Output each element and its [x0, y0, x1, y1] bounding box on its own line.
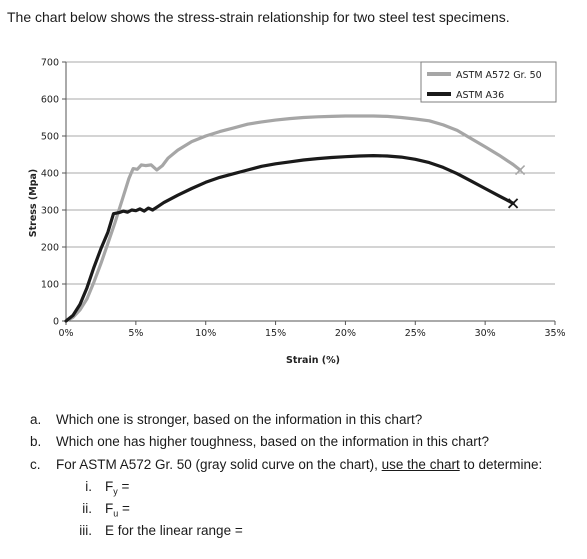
- y-tick-label: 200: [41, 243, 59, 254]
- end-marker-1: [507, 198, 519, 209]
- legend: ASTM A572 Gr. 50 ASTM A36: [420, 61, 557, 103]
- x-tick-label: 30%: [475, 328, 496, 339]
- series-line-1: [64, 154, 515, 323]
- y-tick-label: 100: [41, 280, 59, 291]
- axes: [62, 61, 556, 325]
- subitem-number: i.: [85, 479, 92, 494]
- subitem-number: iii.: [79, 523, 92, 538]
- question-text: Which one has higher toughness, based on…: [56, 434, 490, 449]
- subitem-number: ii.: [82, 501, 92, 516]
- stress-strain-chart: 0 100 200 300 400 500 600 700 0% 5% 10% 15% 20% 25% 3…: [28, 58, 566, 367]
- use-the-chart-link: use the chart: [381, 457, 460, 472]
- y-tick-label: 700: [41, 58, 59, 69]
- x-tick-label: 35%: [544, 328, 565, 339]
- x-tick-label: 20%: [335, 328, 356, 339]
- x-tick-label: 10%: [195, 328, 216, 339]
- legend-label-a36: ASTM A36: [456, 90, 504, 101]
- question-text: For ASTM A572 Gr. 50 (gray solid curve o…: [56, 457, 543, 472]
- y-tick-labels: 0 100 200 300 400 500 600 700: [41, 58, 59, 328]
- y-tick-label: 300: [41, 206, 59, 217]
- question-text: Which one is stronger, based on the info…: [56, 412, 423, 427]
- subitem-text: E for the linear range =: [105, 523, 243, 538]
- y-tick-label: 600: [41, 95, 59, 106]
- end-marker-0: [515, 165, 526, 176]
- question-letter: b.: [30, 434, 42, 449]
- legend-label-a572: ASTM A572 Gr. 50: [456, 70, 542, 81]
- x-tick-label: 25%: [405, 328, 426, 339]
- question-letter: c.: [30, 457, 41, 472]
- x-tick-label: 0%: [58, 328, 73, 339]
- series-line-0: [64, 114, 522, 323]
- subitem-text: Fu =: [105, 501, 130, 519]
- intro-text: The chart below shows the stress-strain …: [7, 9, 510, 25]
- x-tick-label: 5%: [128, 328, 143, 339]
- y-tick-label: 500: [41, 132, 59, 143]
- series-lines: [64, 114, 526, 323]
- subitem-text: Fy =: [105, 479, 130, 497]
- y-tick-label: 0: [53, 317, 59, 328]
- x-tick-label: 15%: [265, 328, 286, 339]
- y-axis-title: Stress (Mpa): [28, 169, 39, 237]
- y-tick-label: 400: [41, 169, 59, 180]
- x-tick-labels: 0% 5% 10% 15% 20% 25% 30% 35%: [58, 328, 565, 339]
- question-letter: a.: [30, 412, 42, 427]
- x-axis-title: Strain (%): [286, 355, 340, 366]
